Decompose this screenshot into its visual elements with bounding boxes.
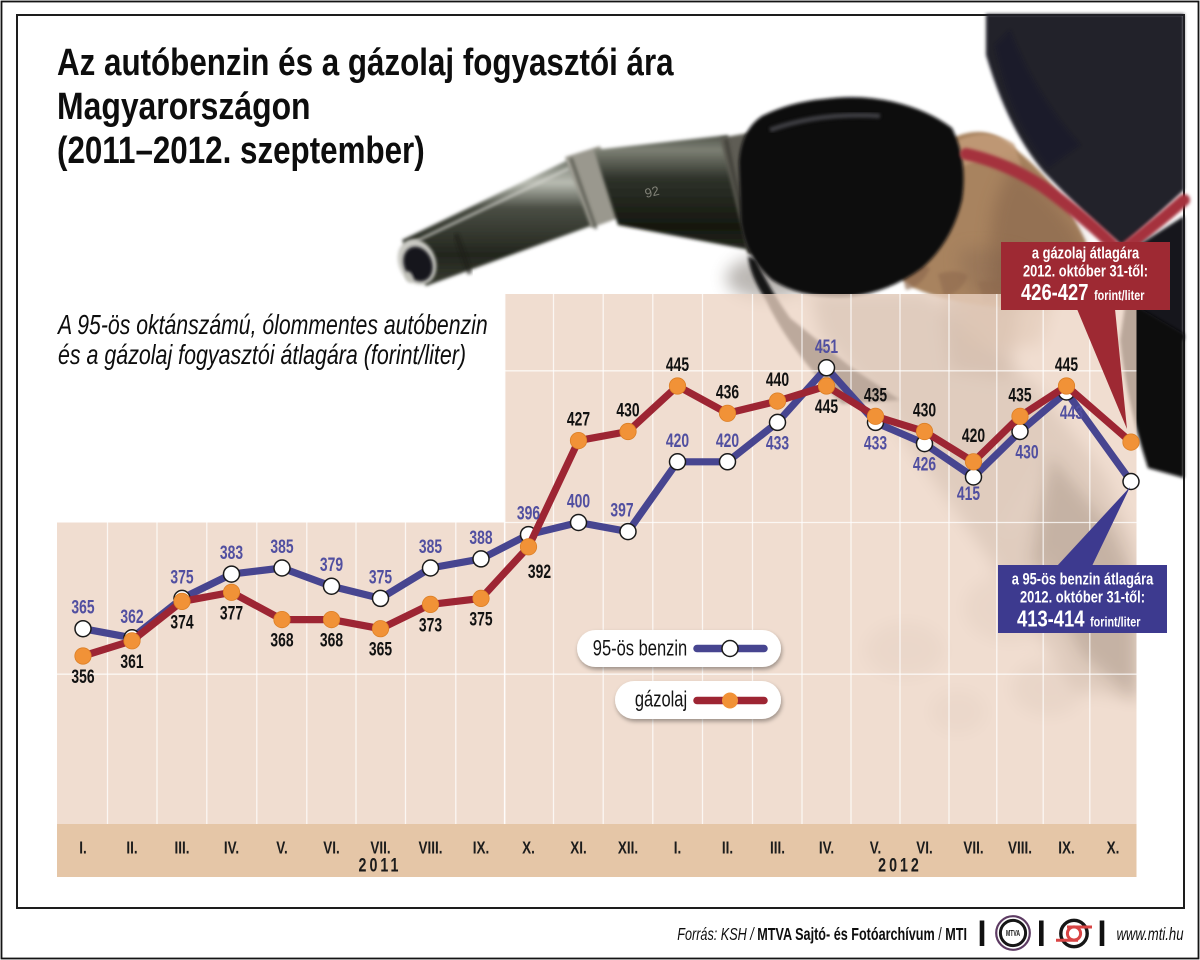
svg-text:430: 430: [913, 399, 936, 421]
svg-text:443: 443: [1060, 402, 1083, 424]
svg-text:375: 375: [170, 566, 193, 588]
svg-text:365: 365: [71, 597, 94, 619]
svg-text:I.: I.: [674, 839, 682, 858]
svg-text:VI.: VI.: [323, 839, 339, 858]
svg-text:92: 92: [643, 183, 661, 201]
svg-text:385: 385: [270, 536, 293, 558]
svg-text:Az autóbenzin és a gázolaj fog: Az autóbenzin és a gázolaj fogyasztói ár…: [57, 41, 674, 84]
svg-text:IX.: IX.: [1058, 839, 1074, 858]
svg-text:www.mti.hu: www.mti.hu: [1116, 925, 1183, 944]
svg-text:X.: X.: [522, 839, 535, 858]
svg-text:VII.: VII.: [963, 839, 983, 858]
svg-text:375: 375: [469, 608, 492, 630]
svg-text:V.: V.: [276, 839, 288, 858]
svg-text:2012: 2012: [878, 855, 922, 876]
svg-text:IV.: IV.: [224, 839, 239, 858]
svg-text:440: 440: [766, 369, 789, 391]
svg-text:IV.: IV.: [819, 839, 834, 858]
svg-text:426: 426: [913, 453, 936, 475]
svg-text:Forrás: KSH / MTVA Sajtó- és F: Forrás: KSH / MTVA Sajtó- és Fotóarchívu…: [677, 925, 967, 944]
svg-text:II.: II.: [126, 839, 137, 858]
svg-text:433: 433: [864, 432, 887, 454]
svg-text:362: 362: [120, 606, 143, 628]
svg-text:356: 356: [71, 666, 94, 688]
svg-text:2012. október 31-től:: 2012. október 31-től:: [1020, 589, 1145, 607]
svg-text:435: 435: [1008, 384, 1031, 406]
svg-text:VIII.: VIII.: [419, 839, 443, 858]
svg-text:420: 420: [666, 430, 689, 452]
svg-text:415: 415: [957, 483, 980, 505]
svg-text:430: 430: [1015, 441, 1038, 463]
svg-text:379: 379: [320, 554, 343, 576]
svg-text:A 95-ös oktánszámú, ólommentes: A 95-ös oktánszámú, ólommentes autóbenzi…: [56, 310, 487, 340]
svg-text:445: 445: [666, 354, 689, 376]
svg-text:368: 368: [320, 629, 343, 651]
svg-text:361: 361: [120, 651, 143, 673]
svg-text:430: 430: [616, 399, 639, 421]
svg-text:IX.: IX.: [473, 839, 489, 858]
svg-text:392: 392: [528, 561, 551, 583]
svg-text:III.: III.: [175, 839, 190, 858]
svg-text:373: 373: [419, 614, 442, 636]
svg-text:V.: V.: [870, 839, 882, 858]
svg-text:MTVA: MTVA: [1006, 930, 1020, 938]
svg-text:374: 374: [170, 611, 194, 633]
svg-text:XII.: XII.: [618, 839, 638, 858]
svg-text:420: 420: [962, 425, 985, 447]
svg-text:2011: 2011: [359, 855, 402, 876]
svg-text:és a gázolaj fogyasztói átlagá: és a gázolaj fogyasztói átlagára (forint…: [58, 341, 466, 371]
svg-text:II.: II.: [722, 839, 733, 858]
svg-text:a gázolaj átlagára: a gázolaj átlagára: [1032, 245, 1140, 263]
svg-text:420: 420: [716, 430, 739, 452]
svg-text:XI.: XI.: [570, 839, 586, 858]
svg-text:III.: III.: [770, 839, 785, 858]
svg-text:435: 435: [864, 384, 887, 406]
svg-text:397: 397: [610, 499, 633, 521]
svg-text:436: 436: [716, 381, 739, 403]
svg-text:445: 445: [815, 396, 838, 418]
svg-text:445: 445: [1055, 354, 1078, 376]
svg-text:377: 377: [220, 602, 243, 624]
svg-text:a 95-ös benzin átlagára: a 95-ös benzin átlagára: [1012, 571, 1154, 589]
svg-text:375: 375: [369, 566, 392, 588]
svg-text:Magyarországon: Magyarországon: [57, 85, 311, 127]
svg-text:X.: X.: [1107, 839, 1120, 858]
svg-text:365: 365: [369, 639, 392, 661]
svg-text:gázolaj: gázolaj: [635, 687, 687, 712]
svg-text:400: 400: [567, 490, 590, 512]
svg-text:368: 368: [270, 629, 293, 651]
svg-text:388: 388: [469, 527, 492, 549]
svg-text:95-ös benzin: 95-ös benzin: [593, 636, 687, 661]
svg-text:451: 451: [815, 336, 838, 358]
svg-text:VII.: VII.: [370, 839, 390, 858]
svg-text:385: 385: [419, 536, 442, 558]
svg-text:427: 427: [567, 408, 590, 430]
svg-text:VIII.: VIII.: [1008, 839, 1032, 858]
svg-text:I.: I.: [79, 839, 87, 858]
svg-text:433: 433: [766, 432, 789, 454]
svg-text:383: 383: [220, 542, 243, 564]
svg-text:2012. október 31-től:: 2012. október 31-től:: [1023, 263, 1148, 281]
svg-text:(2011–2012. szeptember): (2011–2012. szeptember): [57, 129, 425, 172]
svg-text:396: 396: [517, 502, 540, 524]
svg-text:VI.: VI.: [916, 839, 932, 858]
